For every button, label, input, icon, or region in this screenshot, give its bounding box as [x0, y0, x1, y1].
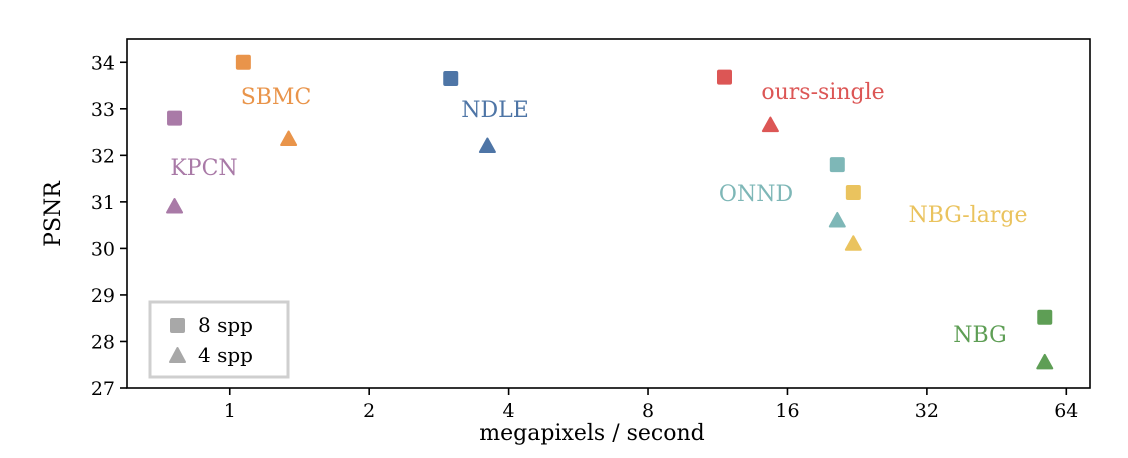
y-tick-label: 27	[91, 378, 115, 400]
kpcn-8spp-square	[167, 110, 183, 126]
y-tick-label: 33	[91, 99, 115, 121]
nbg-4spp-triangle	[1036, 353, 1054, 370]
nbg-large-8spp-square	[845, 185, 861, 201]
sbmc-8spp-square	[235, 54, 251, 70]
kpcn-4spp-triangle	[166, 198, 184, 214]
x-tick-label: 8	[642, 400, 654, 422]
plot-frame	[126, 38, 1091, 389]
legend-entry-4spp: 4 spp	[198, 343, 253, 367]
ndle-8spp-square	[443, 71, 459, 87]
onnd-label: ONND	[719, 182, 793, 207]
y-tick-label: 31	[91, 192, 115, 214]
y-tick-label: 34	[91, 52, 115, 74]
legend-entry-8spp: 8 spp	[198, 313, 253, 337]
x-tick-label: 64	[1054, 400, 1078, 422]
ndle-label: NDLE	[461, 98, 529, 123]
x-tick-label: 4	[503, 400, 515, 422]
sbmc-label: SBMC	[241, 85, 312, 110]
legend-triangle-marker	[169, 347, 186, 363]
series-labels: KPCN SBMC NDLE ours-single ONND NBG-large NBG	[170, 80, 1027, 348]
y-axis: 27 28 29 30 31 32 33 34	[91, 52, 127, 400]
x-tick-label: 32	[915, 400, 939, 422]
x-tick-label: 2	[363, 400, 375, 422]
y-tick-label: 30	[91, 238, 115, 260]
ours-single-8spp-square	[716, 69, 732, 85]
y-axis-label: PSNR	[41, 180, 66, 247]
y-tick-label: 29	[91, 285, 115, 307]
ndle-4spp-triangle	[478, 137, 496, 154]
x-axis-label: megapixels / second	[479, 421, 704, 446]
sbmc-4spp-triangle	[280, 130, 298, 147]
ours-single-4spp-triangle	[761, 116, 779, 133]
nbg-8spp-square	[1037, 309, 1053, 325]
nbg-large-4spp-triangle	[844, 235, 862, 251]
nbg-large-label: NBG-large	[908, 203, 1027, 228]
x-tick-label: 16	[775, 400, 799, 422]
y-tick-label: 28	[91, 331, 115, 353]
onnd-4spp-triangle	[828, 211, 846, 228]
data-points	[166, 54, 1054, 370]
legend-frame	[148, 300, 290, 379]
kpcn-label: KPCN	[170, 156, 237, 181]
legend: 8 spp 4 spp	[148, 300, 290, 379]
onnd-8spp-square	[829, 157, 845, 173]
ours-single-label: ours-single	[761, 80, 884, 105]
nbg-label: NBG	[953, 323, 1006, 348]
legend-square-marker	[170, 318, 185, 333]
y-tick-label: 32	[91, 145, 115, 167]
x-tick-label: 1	[224, 400, 236, 422]
x-axis: 1 2 4 8 16 32 64	[224, 388, 1078, 422]
